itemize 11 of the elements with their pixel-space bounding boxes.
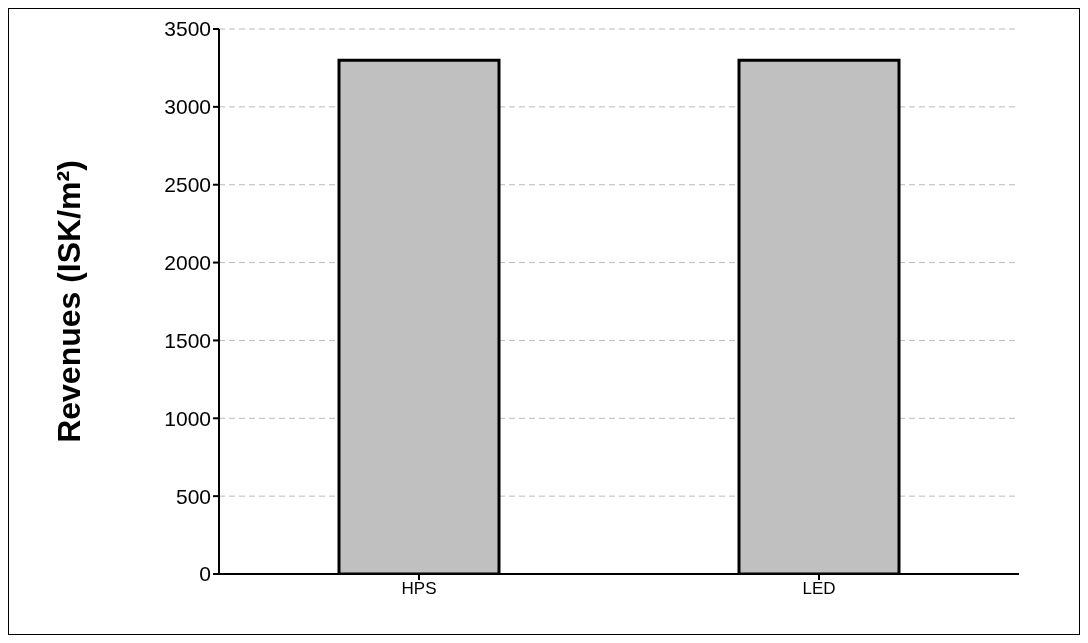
y-tick-label: 3000	[164, 95, 211, 119]
y-tick-label: 0	[199, 562, 211, 586]
y-tick-label: 2500	[164, 173, 211, 197]
x-tick-label: HPS	[401, 579, 437, 599]
x-tick-label: LED	[802, 579, 836, 599]
y-axis-title: Revenues (ISK/m²)	[51, 160, 88, 443]
y-tick-label: 500	[175, 484, 211, 508]
y-tick-label: 2000	[164, 251, 211, 275]
y-tick-label: 1000	[164, 406, 211, 430]
y-tick-label: 1500	[164, 328, 211, 352]
y-tick-label: 3500	[164, 17, 211, 41]
